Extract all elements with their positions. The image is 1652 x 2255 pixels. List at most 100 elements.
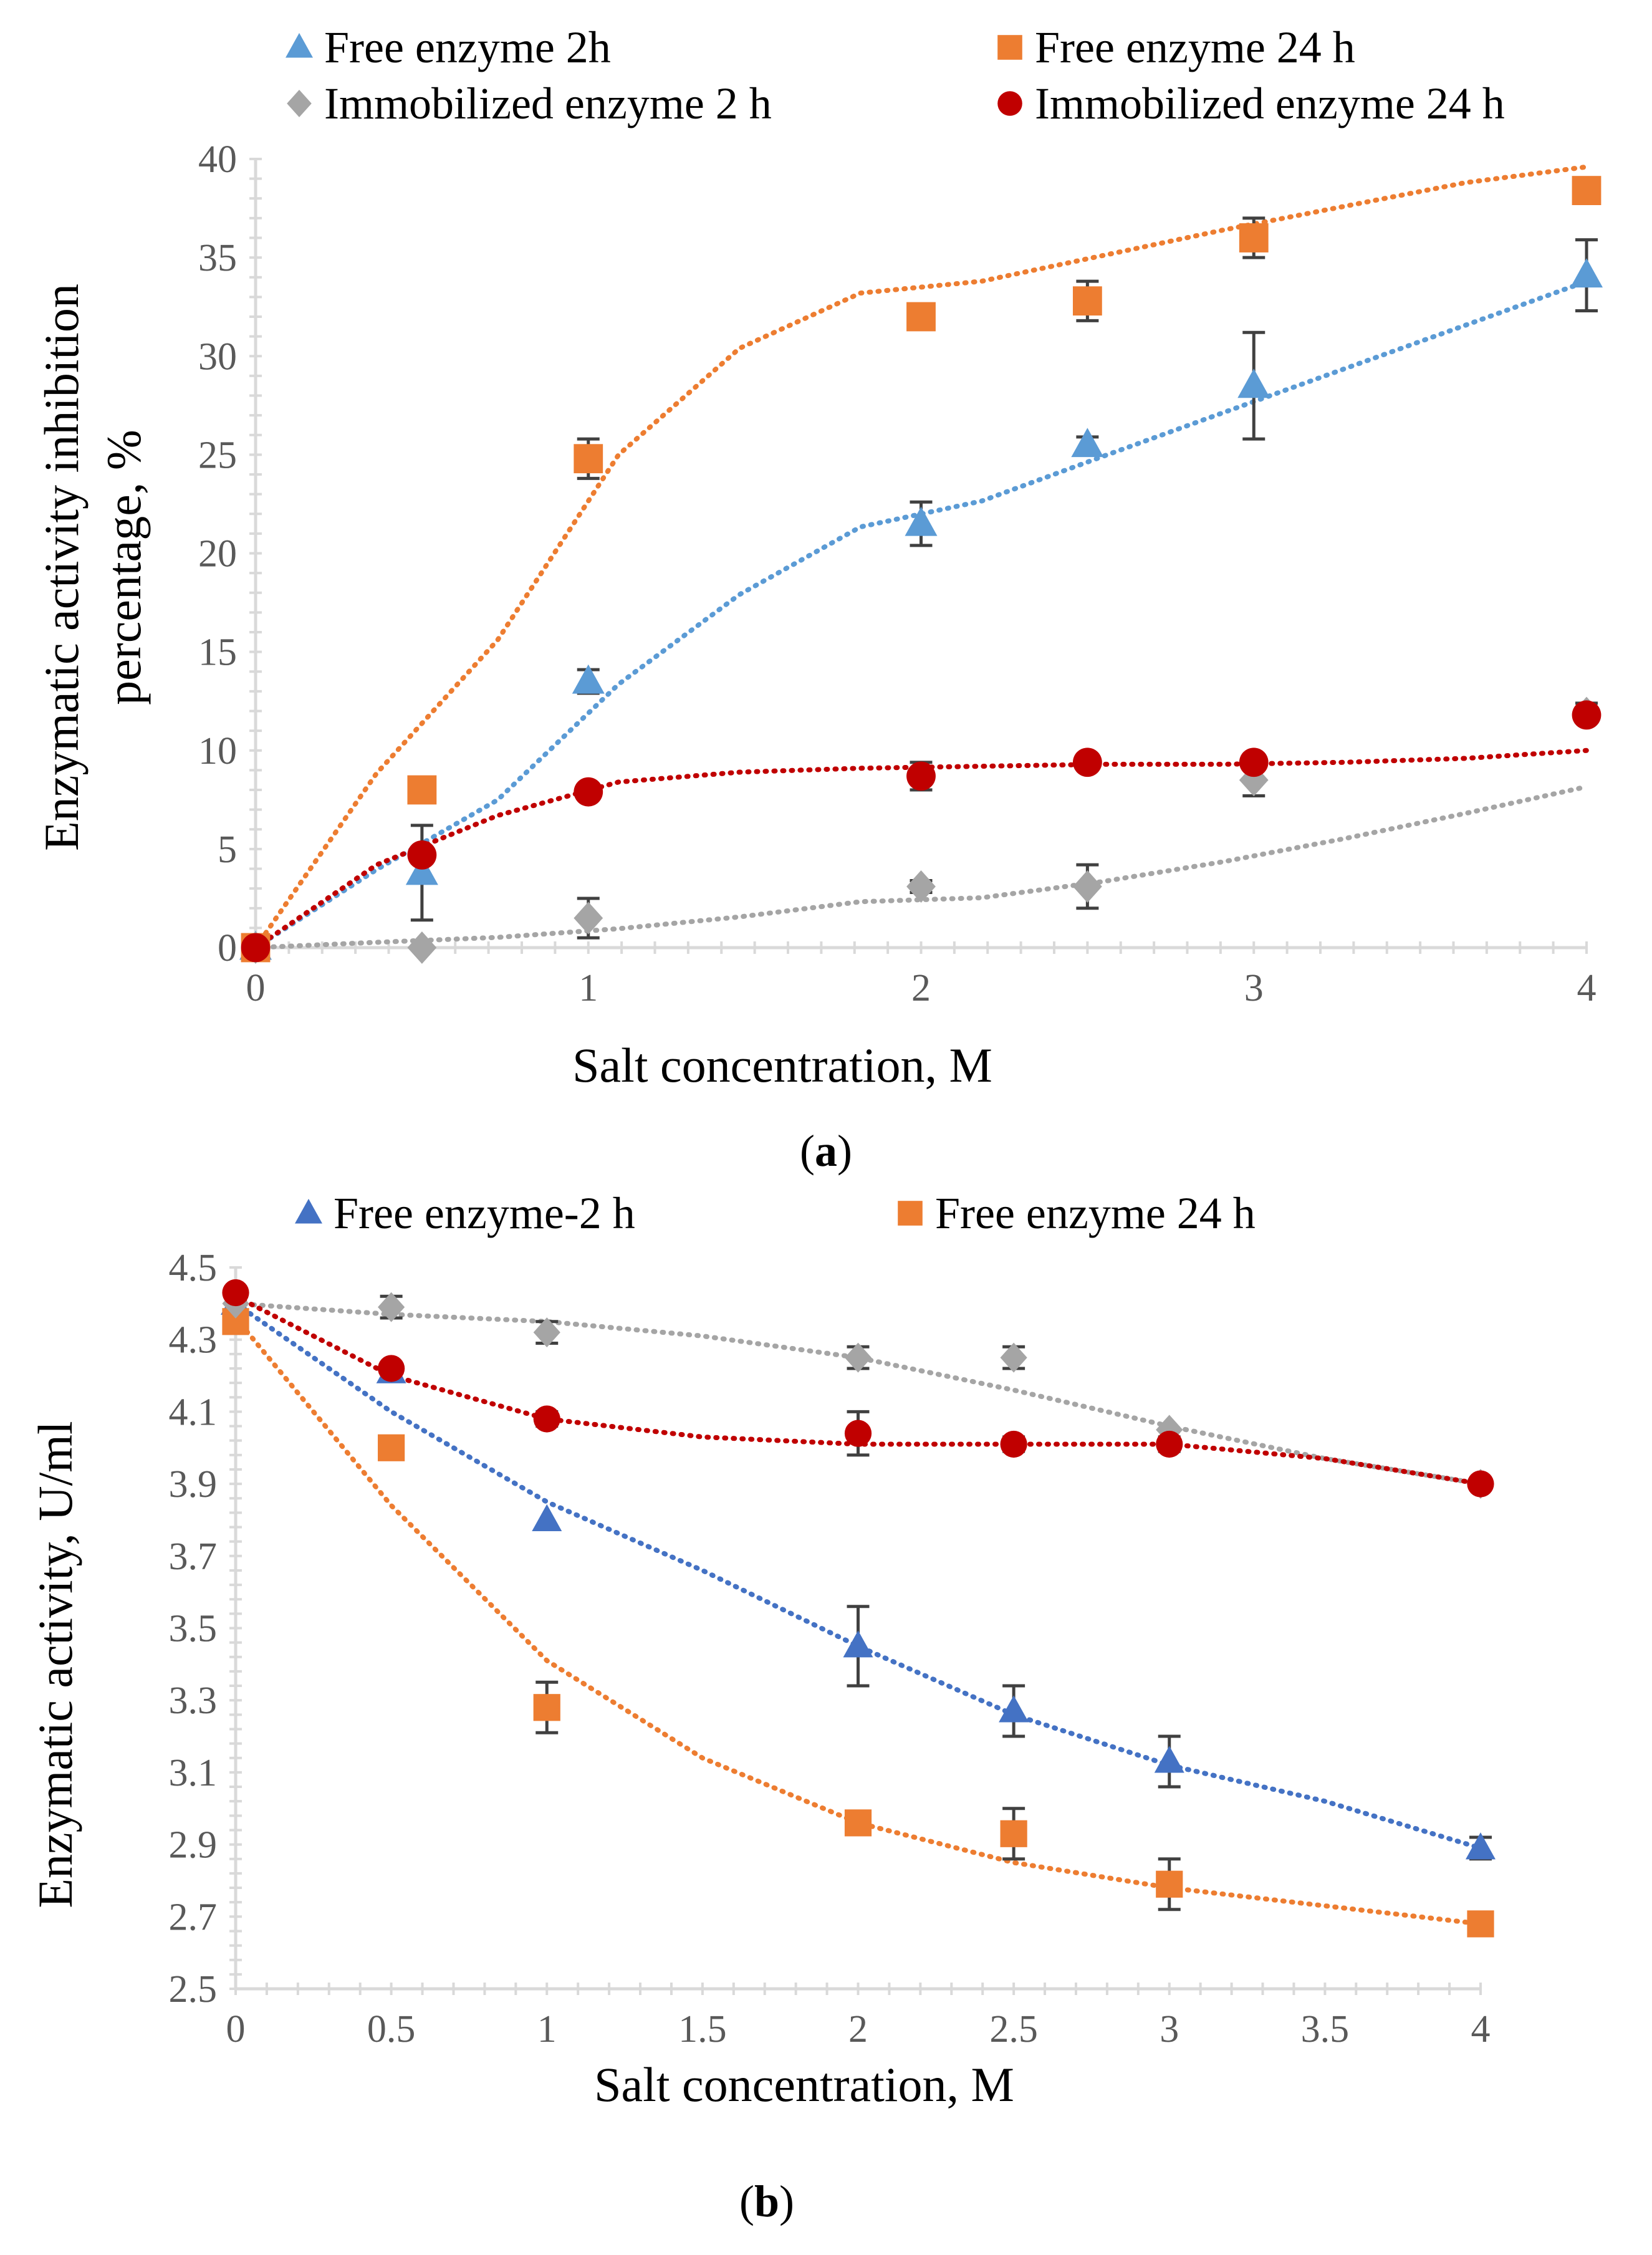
y-tick-label: 35: [198, 237, 237, 279]
x-tick-label: 2: [848, 2008, 868, 2051]
data-point: [1570, 258, 1603, 288]
legend-item: Free enzyme 24 h: [898, 1188, 1256, 1238]
data-point: [574, 444, 603, 474]
y-tick-label: 5: [218, 829, 237, 871]
data-point: [222, 1279, 249, 1307]
x-tick-label: 1: [579, 967, 598, 1009]
y-tick-label: 4.5: [169, 1247, 218, 1289]
data-point: [905, 506, 938, 536]
y-tick-label: 3.3: [169, 1680, 218, 1722]
x-tick-label: 0: [246, 967, 266, 1009]
data-point: [1467, 1470, 1494, 1498]
legend-marker: [898, 1201, 923, 1226]
data-point: [999, 1695, 1029, 1723]
data-point: [1237, 368, 1270, 398]
chart-b-axes: [229, 1266, 1482, 1995]
caption-a-close: ): [837, 1126, 852, 1176]
chart-b-error-bars: [380, 1294, 1492, 1911]
data-point: [1000, 1430, 1027, 1458]
chart-a-x-axis-title: Salt concentration, M: [572, 1038, 992, 1092]
data-point: [1072, 870, 1102, 903]
data-point: [906, 761, 936, 791]
x-tick-label: 2: [911, 967, 931, 1009]
data-point: [1156, 1430, 1183, 1458]
trendline-0: [253, 279, 1589, 950]
x-tick-label: 1: [537, 2008, 557, 2051]
data-point: [1000, 1820, 1027, 1847]
x-tick-label: 3.5: [1301, 2008, 1350, 2051]
data-point: [1239, 748, 1269, 777]
caption-b-open: (: [739, 2176, 754, 2226]
caption-b-label: b: [754, 2176, 779, 2226]
chart-a-legend: Free enzyme 2h Free enzyme 24 h Immobilize…: [286, 22, 1505, 128]
legend-label: Free enzyme 24 h: [1035, 22, 1355, 72]
data-point: [1466, 1832, 1496, 1860]
data-point: [1156, 1870, 1183, 1898]
data-point: [407, 840, 437, 870]
y-tick-label: 25: [198, 434, 237, 476]
data-point: [1467, 1910, 1494, 1938]
x-tick-label: 3: [1160, 2008, 1179, 2051]
y-tick-label: 3.7: [169, 1536, 218, 1578]
caption-a-open: (: [800, 1126, 815, 1176]
data-point: [405, 855, 438, 885]
y-tick-label: 2.7: [169, 1896, 218, 1938]
y-tick-label: 3.5: [169, 1608, 218, 1650]
legend-label: Free enzyme-2 h: [334, 1188, 635, 1238]
legend-label: Immobilized enzyme 2 h: [324, 79, 772, 128]
data-point: [844, 1420, 872, 1447]
x-tick-label: 0: [226, 2008, 246, 2051]
data-point: [1072, 286, 1102, 316]
data-point: [1239, 223, 1269, 252]
caption-b-close: ): [779, 2176, 794, 2226]
data-point: [532, 1504, 562, 1531]
data-point: [407, 931, 437, 964]
chart-a-trendlines: [253, 164, 1589, 950]
legend-item: Free enzyme 2h: [286, 22, 611, 72]
trendline-1: [253, 164, 1589, 950]
data-point: [844, 1342, 872, 1373]
y-tick-label: 30: [198, 335, 237, 378]
y-tick-label: 4.3: [169, 1319, 218, 1362]
y-tick-label: 10: [198, 730, 237, 772]
y-tick-label: 15: [198, 632, 237, 674]
data-point: [378, 1434, 405, 1461]
x-tick-label: 1.5: [678, 2008, 727, 2051]
chart-a-y-axis-title-line-2: percentage, %: [97, 430, 151, 705]
legend-item: Immobilized enzyme 2 h: [287, 79, 772, 128]
data-point: [843, 1630, 873, 1658]
chart-b-y-axis-title: Enzymatic activity, U/ml: [28, 1421, 82, 1908]
legend-label: Immobilized enzyme 24 h: [1035, 79, 1505, 128]
trendline-2: [253, 784, 1589, 950]
x-tick-label: 2.5: [989, 2008, 1038, 2051]
data-point: [241, 933, 271, 963]
chart-b-legend: Free enzyme-2 h Free enzyme 24 h: [295, 1188, 1256, 1238]
y-tick-label: 2.5: [169, 1968, 218, 2011]
data-point: [844, 1809, 872, 1837]
data-point: [1572, 700, 1602, 730]
trendline-2: [233, 1301, 1483, 1487]
x-tick-label: 3: [1244, 967, 1264, 1009]
y-tick-label: 3.9: [169, 1463, 218, 1506]
x-tick-label: 4: [1577, 967, 1597, 1009]
chart-a-tick-labels: 0 5 10 15 20 25 30 35 40 0 1 2 3 4: [198, 138, 1597, 1009]
chart-a-axes: [249, 158, 1588, 954]
data-point: [1072, 748, 1102, 777]
legend-marker: [286, 32, 313, 58]
data-point: [1154, 1746, 1184, 1773]
legend-item: Free enzyme-2 h: [295, 1188, 635, 1238]
data-point: [572, 664, 605, 694]
data-point: [407, 775, 437, 805]
y-tick-label: 2.9: [169, 1824, 218, 1867]
chart-a-markers: [239, 176, 1603, 964]
x-tick-label: 0.5: [367, 2008, 416, 2051]
data-point: [378, 1355, 405, 1382]
data-point: [533, 1405, 560, 1433]
legend-label: Free enzyme 24 h: [935, 1188, 1256, 1238]
chart-a-y-axis-title-line-1: Enzymatic activity inhibition: [34, 284, 89, 851]
data-point: [1156, 1415, 1183, 1445]
chart-b-markers: [221, 1279, 1496, 1938]
legend-marker: [295, 1198, 322, 1224]
legend-label: Free enzyme 2h: [324, 22, 611, 72]
y-tick-label: 3.1: [169, 1752, 218, 1794]
